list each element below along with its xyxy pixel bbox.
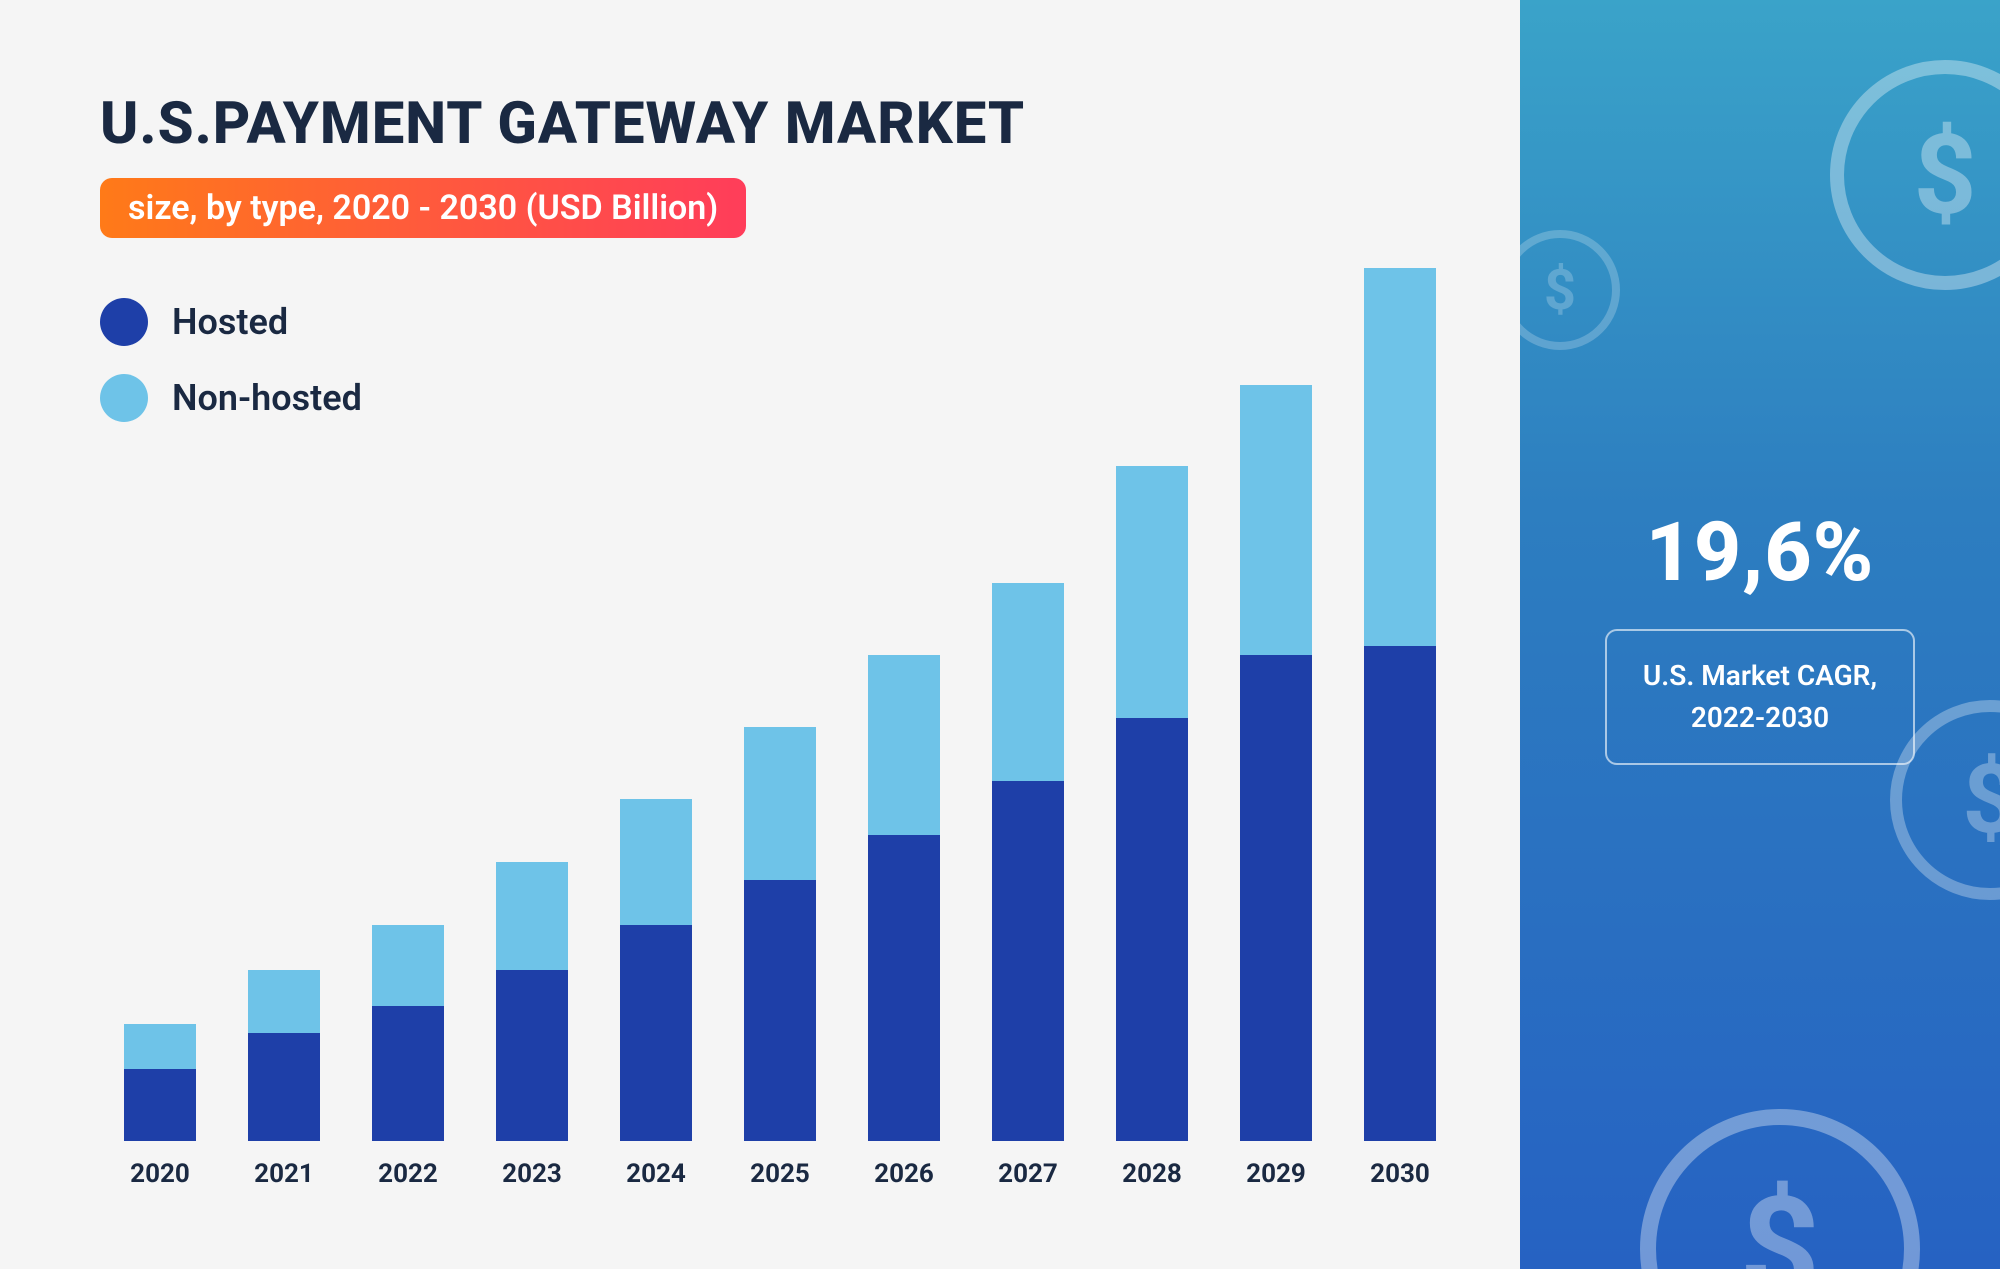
bar-group: 2020 bbox=[110, 289, 210, 1189]
bar-nonhosted bbox=[248, 970, 320, 1033]
dollar-sign-icon: $ bbox=[1962, 744, 2000, 856]
dollar-sign-icon: $ bbox=[1913, 111, 1976, 240]
bar-group: 2022 bbox=[358, 289, 458, 1189]
bar-group: 2029 bbox=[1226, 289, 1326, 1189]
bar-group: 2024 bbox=[606, 289, 706, 1189]
dollar-sign-icon: $ bbox=[1544, 257, 1576, 323]
x-axis-label: 2030 bbox=[1370, 1159, 1430, 1189]
x-axis-label: 2026 bbox=[874, 1159, 934, 1189]
dollar-coin-icon: $ bbox=[1640, 1109, 1920, 1269]
chart-subtitle: size, by type, 2020 - 2030 (USD Billion) bbox=[100, 178, 746, 238]
x-axis-label: 2024 bbox=[626, 1159, 686, 1189]
bar-hosted bbox=[1240, 655, 1312, 1141]
cagr-line-1: U.S. Market CAGR, bbox=[1643, 655, 1877, 697]
cagr-value: 19,6% bbox=[1646, 505, 1875, 601]
bar-hosted bbox=[744, 880, 816, 1141]
bar-group: 2027 bbox=[978, 289, 1078, 1189]
bar-stack bbox=[248, 970, 320, 1141]
bar-stack bbox=[1116, 466, 1188, 1141]
bar-nonhosted bbox=[1116, 466, 1188, 718]
bar-stack bbox=[496, 862, 568, 1141]
bar-nonhosted bbox=[1364, 268, 1436, 646]
bar-stack bbox=[124, 1024, 196, 1141]
side-panel: 19,6% U.S. Market CAGR, 2022-2030 $ $ $ $ bbox=[1520, 0, 2000, 1269]
bar-nonhosted bbox=[744, 727, 816, 880]
bar-group: 2026 bbox=[854, 289, 954, 1189]
chart-area: 2020 2021 2022 2023 2024 2025 2026 2027 2028 2029… bbox=[100, 289, 1460, 1189]
dollar-coin-icon: $ bbox=[1830, 60, 2000, 290]
x-axis-label: 2022 bbox=[378, 1159, 438, 1189]
bar-nonhosted bbox=[620, 799, 692, 925]
bar-group: 2025 bbox=[730, 289, 830, 1189]
chart-title: U.S.PAYMENT GATEWAY MARKET bbox=[100, 90, 1460, 158]
bar-hosted bbox=[620, 925, 692, 1141]
x-axis-label: 2021 bbox=[254, 1159, 314, 1189]
x-axis-label: 2028 bbox=[1122, 1159, 1182, 1189]
bar-nonhosted bbox=[496, 862, 568, 970]
x-axis-label: 2027 bbox=[998, 1159, 1058, 1189]
bar-hosted bbox=[868, 835, 940, 1141]
bar-hosted bbox=[248, 1033, 320, 1141]
bar-stack bbox=[1364, 268, 1436, 1141]
infographic-container: U.S.PAYMENT GATEWAY MARKET size, by type… bbox=[0, 0, 2000, 1269]
dollar-coin-icon: $ bbox=[1520, 230, 1620, 350]
bar-group: 2023 bbox=[482, 289, 582, 1189]
bar-stack bbox=[620, 799, 692, 1141]
chart-panel: U.S.PAYMENT GATEWAY MARKET size, by type… bbox=[0, 0, 1520, 1269]
bar-nonhosted bbox=[124, 1024, 196, 1069]
bar-nonhosted bbox=[1240, 385, 1312, 655]
bar-hosted bbox=[1116, 718, 1188, 1141]
cagr-line-2: 2022-2030 bbox=[1643, 697, 1877, 739]
bar-nonhosted bbox=[992, 583, 1064, 781]
dollar-sign-icon: $ bbox=[1740, 1167, 1820, 1269]
bar-stack bbox=[372, 925, 444, 1141]
x-axis-label: 2029 bbox=[1246, 1159, 1306, 1189]
bar-hosted bbox=[496, 970, 568, 1141]
bar-hosted bbox=[372, 1006, 444, 1141]
bar-stack bbox=[992, 583, 1064, 1141]
x-axis-label: 2020 bbox=[130, 1159, 190, 1189]
x-axis-label: 2025 bbox=[750, 1159, 810, 1189]
bar-group: 2030 bbox=[1350, 289, 1450, 1189]
bar-stack bbox=[744, 727, 816, 1141]
bar-nonhosted bbox=[868, 655, 940, 835]
bar-hosted bbox=[1364, 646, 1436, 1141]
bar-hosted bbox=[124, 1069, 196, 1141]
bar-stack bbox=[868, 655, 940, 1141]
bar-group: 2028 bbox=[1102, 289, 1202, 1189]
bar-nonhosted bbox=[372, 925, 444, 1006]
bar-stack bbox=[1240, 385, 1312, 1141]
cagr-box: U.S. Market CAGR, 2022-2030 bbox=[1605, 629, 1915, 765]
x-axis-label: 2023 bbox=[502, 1159, 562, 1189]
bar-hosted bbox=[992, 781, 1064, 1141]
bar-group: 2021 bbox=[234, 289, 334, 1189]
